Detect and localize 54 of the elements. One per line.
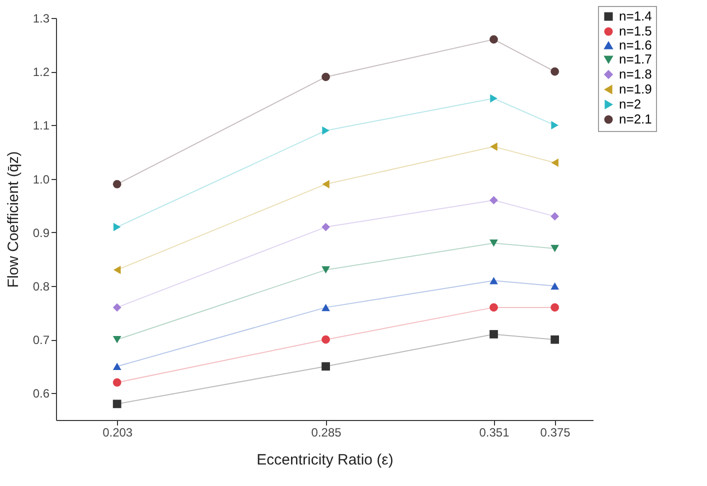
point (550, 67, 560, 76)
point (550, 335, 560, 344)
point (322, 304, 330, 312)
point (112, 378, 122, 387)
x-tick-label: 0.285 (311, 426, 342, 440)
point (322, 362, 330, 371)
point (112, 362, 122, 370)
point (550, 303, 560, 312)
point (322, 72, 330, 82)
point (490, 277, 498, 284)
point (551, 121, 558, 130)
y-tick-label: 1.3 (32, 12, 50, 26)
point (112, 180, 122, 188)
point (550, 212, 560, 221)
y-tick-label: 0.9 (32, 226, 50, 240)
y-tick-label: 0.7 (32, 333, 50, 348)
point (490, 94, 498, 103)
point (490, 196, 498, 204)
point (322, 222, 330, 232)
point (112, 336, 122, 344)
point (490, 35, 498, 44)
point (322, 126, 330, 135)
legend-label: n=1.8 (619, 66, 652, 82)
legend-label: n=1.6 (619, 38, 652, 52)
legend-label: n=2 (619, 96, 642, 112)
legend-label: n=1.9 (619, 82, 652, 96)
y-axis-title: Flow Coefficient (q̄z) (4, 151, 22, 288)
legend-label: n=1.5 (619, 24, 652, 38)
point (490, 142, 498, 151)
legend-label: n=1.4 (619, 8, 652, 24)
point (113, 266, 121, 274)
x-tick-label: 0.203 (102, 426, 133, 440)
y-tick-label: 1.0 (32, 172, 50, 186)
point (551, 158, 558, 167)
point (112, 303, 122, 312)
x-axis-title: Eccentricity Ratio (ε) (256, 452, 394, 468)
point (550, 282, 560, 290)
y-tick-label: 1.1 (32, 118, 50, 133)
point (322, 266, 330, 274)
legend-label: n=1.7 (619, 52, 652, 66)
y-tick-label: 0.8 (32, 280, 50, 294)
point (550, 244, 560, 252)
point (112, 400, 122, 408)
point (322, 335, 330, 344)
x-tick-label: 0.351 (479, 426, 510, 440)
y-tick-label: 0.6 (32, 386, 50, 401)
y-tick-label: 1.2 (32, 65, 50, 80)
legend-label: n=2.1 (619, 112, 652, 126)
point (490, 239, 498, 247)
point (322, 180, 330, 188)
point (490, 330, 498, 338)
point (490, 303, 498, 312)
point (113, 222, 121, 232)
x-tick-label: 0.375 (540, 426, 571, 440)
